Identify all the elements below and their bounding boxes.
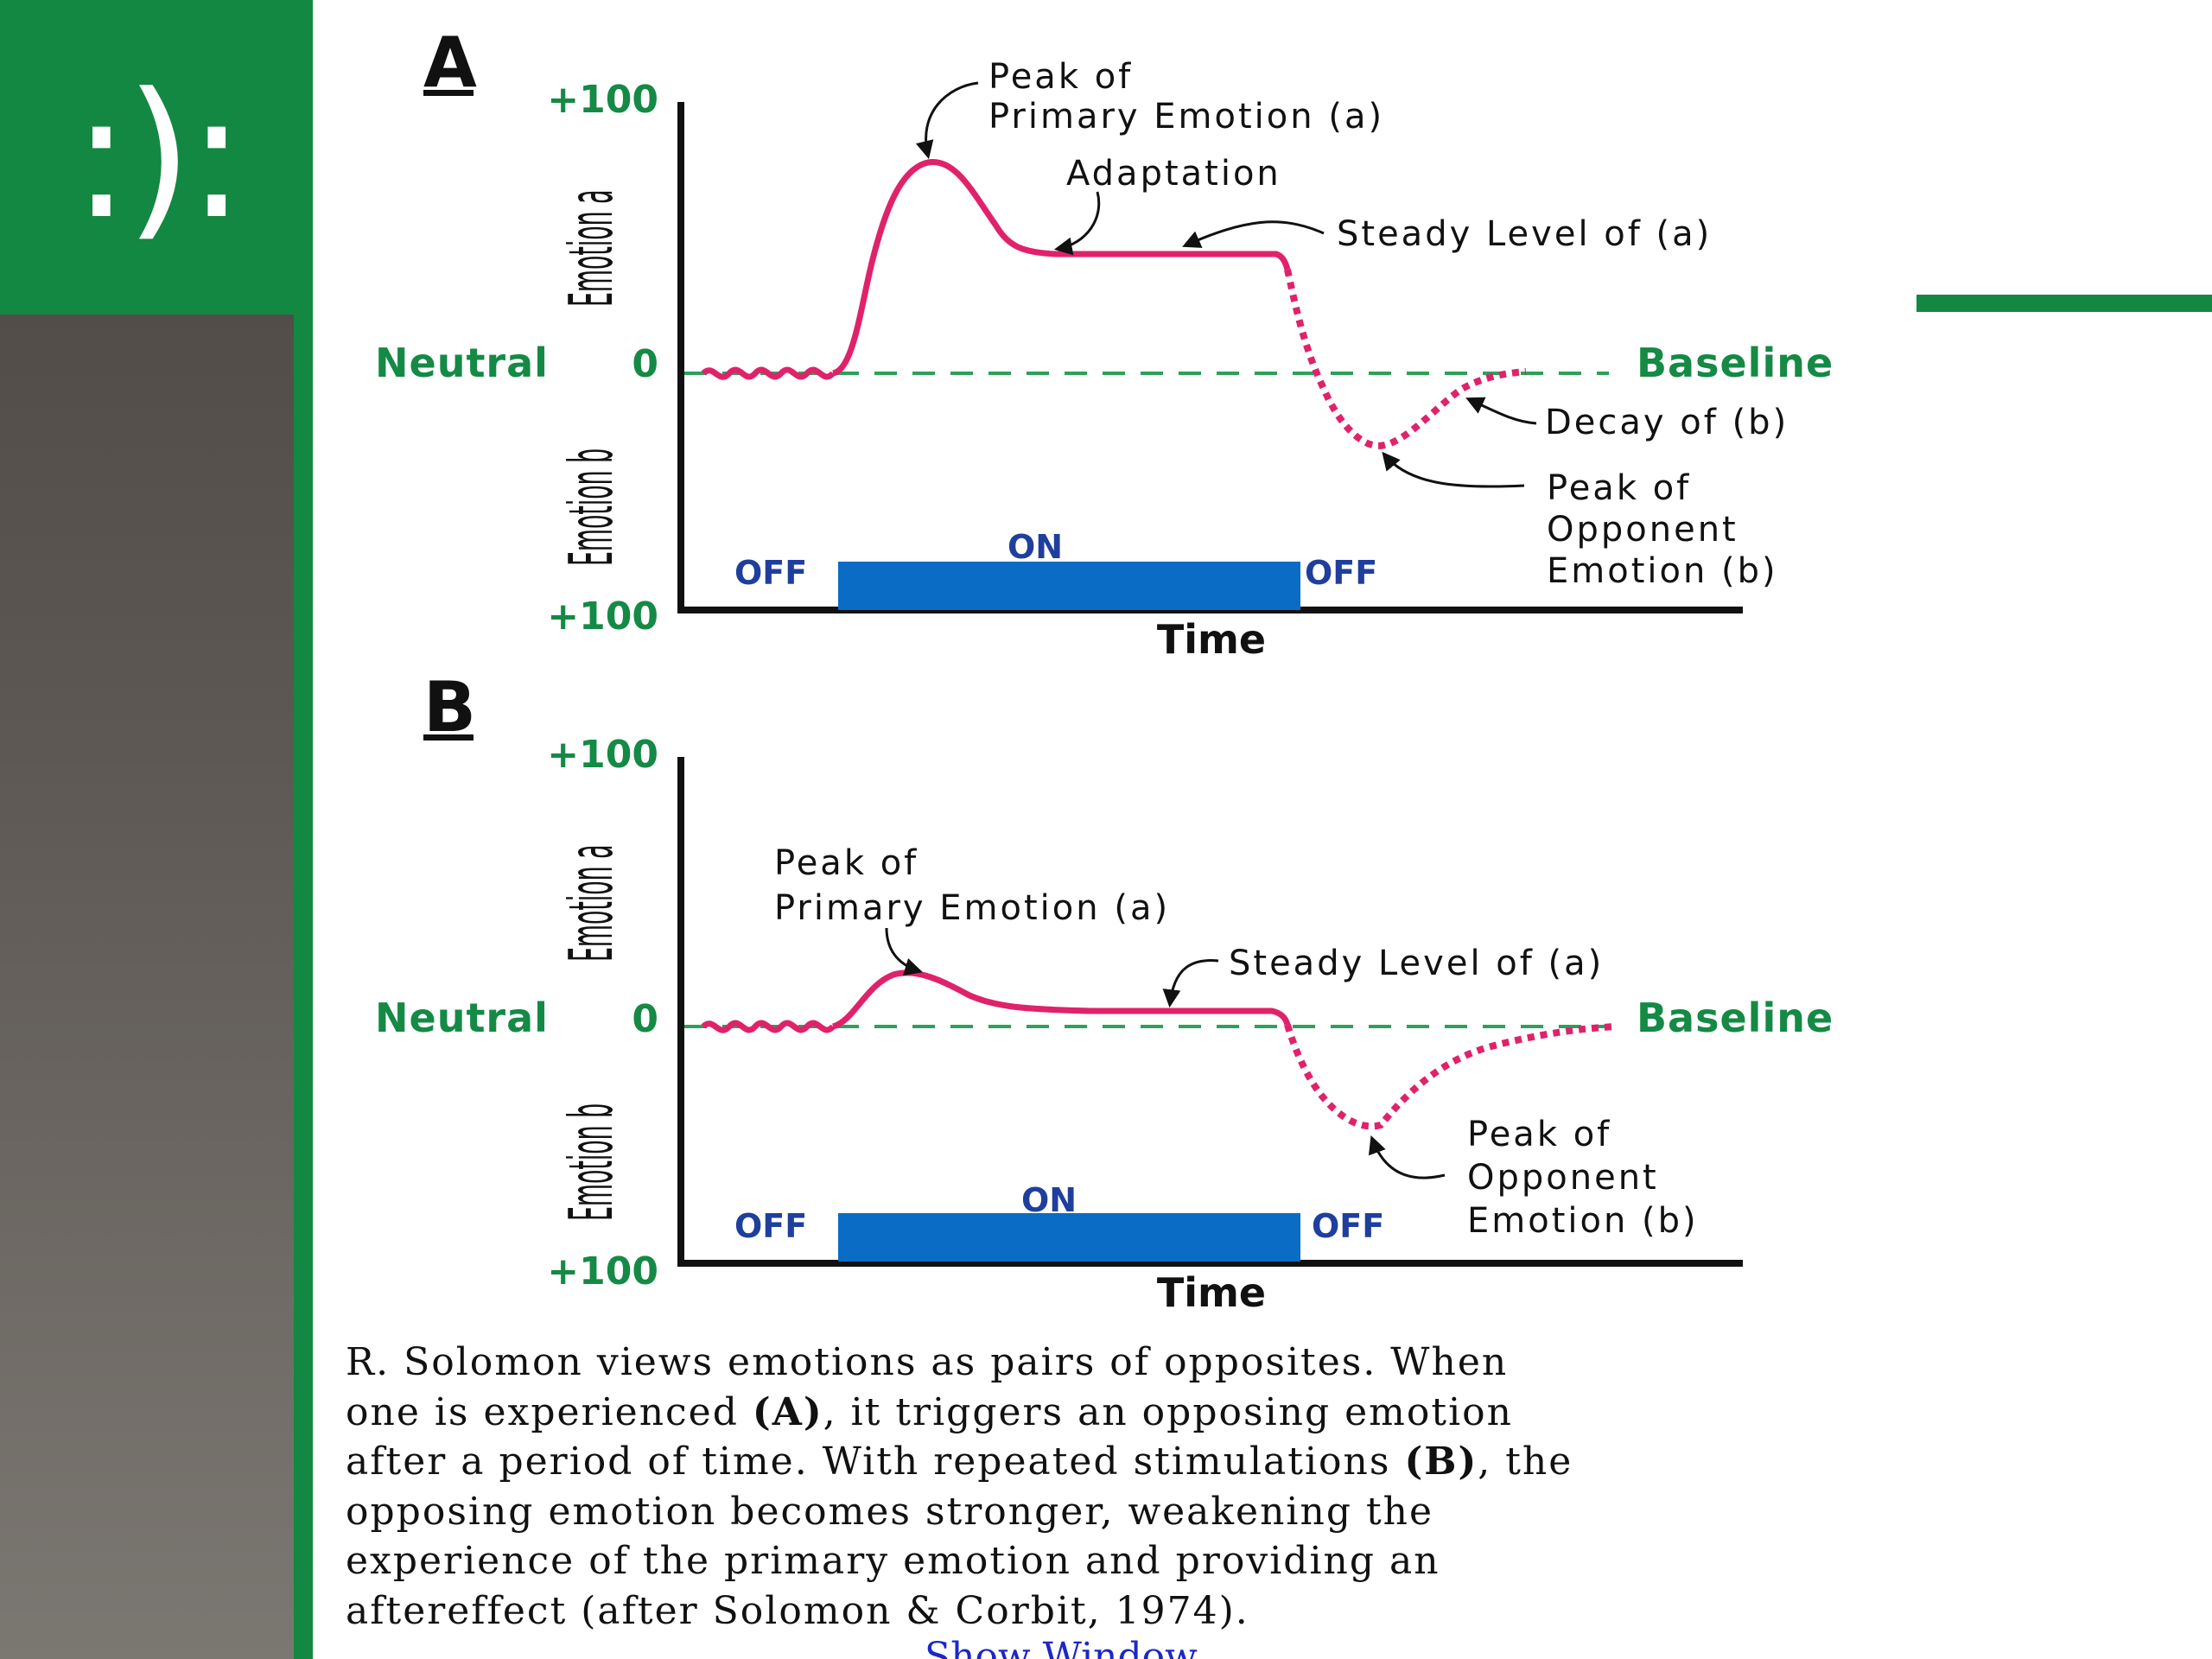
logo-badge: :):	[0, 0, 313, 315]
caption-line: aftereffect (after Solomon & Corbit, 197…	[346, 1586, 1901, 1637]
partial-link-text[interactable]: Show Window	[925, 1638, 1287, 1659]
panel-b-off-left: OFF	[734, 1207, 807, 1245]
panel-a-steady-label: Steady Level of (a)	[1337, 214, 1712, 254]
panel-b-primary-curve	[831, 969, 1291, 1030]
panel-a-baseline-label: Baseline	[1637, 340, 1834, 386]
panel-a-on-label: ON	[1007, 528, 1063, 566]
panel-b-underline	[423, 734, 474, 741]
panel-b-peak-opponent-arrow	[1368, 1135, 1446, 1179]
panel-a-y-top-label: +100	[547, 78, 658, 122]
panel-b-steady-arrow	[1162, 959, 1219, 1008]
caption-text: after a period of time. With repeated st…	[346, 1440, 1405, 1484]
panel-b: B +100 +100 0 Neutral Emotion a Emotion …	[375, 667, 1834, 1316]
caption-text: R. Solomon views emotions as pairs of op…	[346, 1340, 1509, 1384]
caption-line: R. Solomon views emotions as pairs of op…	[346, 1338, 1901, 1388]
panel-a-peak-primary-line1: Peak of	[988, 57, 1133, 97]
panel-a-primary-curve	[831, 158, 1291, 377]
vertical-divider	[294, 0, 313, 1659]
panel-a-peak-opponent-line1: Peak of	[1547, 468, 1691, 508]
figure-caption: R. Solomon views emotions as pairs of op…	[346, 1338, 1901, 1636]
panel-a: A +100 +100 0 Neutral Emotion a Emotion …	[375, 22, 1834, 663]
panel-b-emotion-b-label: Emotion b	[556, 1103, 626, 1221]
panel-b-label: B	[423, 667, 476, 747]
caption-bold-ref: (B)	[1404, 1440, 1478, 1484]
caption-line: opposing emotion becomes stronger, weake…	[346, 1487, 1901, 1537]
panel-b-y-top-label: +100	[547, 733, 658, 777]
panel-b-x-label: Time	[1157, 1269, 1266, 1316]
panel-b-on-label: ON	[1021, 1181, 1077, 1219]
panel-b-steady-label: Steady Level of (a)	[1229, 944, 1604, 983]
panel-a-neutral-label: Neutral	[375, 340, 549, 386]
panel-a-y-bottom-label: +100	[547, 594, 658, 639]
panel-a-on-bar	[838, 562, 1300, 610]
panel-a-peak-opponent-arrow	[1382, 451, 1525, 488]
panel-a-underline	[423, 90, 474, 96]
panel-a-adaptation-label: Adaptation	[1066, 154, 1281, 194]
panel-a-peak-opponent-line3: Emotion (b)	[1547, 551, 1778, 591]
panel-b-off-right: OFF	[1312, 1207, 1384, 1245]
caption-text: opposing emotion becomes stronger, weake…	[346, 1489, 1434, 1534]
panel-b-zero-label: 0	[632, 997, 658, 1041]
panel-a-off-left: OFF	[734, 554, 807, 592]
panel-b-neutral-label: Neutral	[375, 995, 549, 1041]
panel-a-peak-primary-arrow	[915, 81, 979, 160]
panel-a-x-label: Time	[1157, 616, 1266, 663]
caption-line: experience of the primary emotion and pr…	[346, 1536, 1901, 1586]
panel-b-emotion-a-label: Emotion a	[556, 844, 626, 962]
caption-bold-ref: (A)	[752, 1389, 823, 1434]
panel-b-y-bottom-label: +100	[547, 1249, 658, 1294]
caption-text: , it triggers an opposing emotion	[823, 1389, 1513, 1434]
panel-a-peak-primary-line2: Primary Emotion (a)	[988, 97, 1384, 137]
caption-line: after a period of time. With repeated st…	[346, 1437, 1901, 1487]
panel-b-on-bar	[838, 1213, 1300, 1262]
caption-text: , the	[1478, 1440, 1573, 1484]
panel-b-opponent-curve	[1284, 1023, 1617, 1130]
accent-rule	[1916, 295, 2212, 312]
panel-b-peak-opponent-line1: Peak of	[1467, 1115, 1611, 1154]
panel-b-baseline-label: Baseline	[1637, 995, 1834, 1041]
panel-a-decay-arrow	[1465, 397, 1537, 425]
panel-a-emotion-b-label: Emotion b	[556, 448, 626, 566]
panel-a-steady-arrow	[1182, 220, 1325, 248]
caption-text: experience of the primary emotion and pr…	[346, 1539, 1440, 1583]
panel-a-label: A	[423, 22, 477, 103]
panel-a-opponent-curve	[1284, 269, 1527, 450]
panel-a-decay-label: Decay of (b)	[1545, 403, 1789, 442]
panel-b-peak-primary-line1: Peak of	[774, 843, 918, 883]
caption-line: one is experienced (A), it triggers an o…	[346, 1388, 1901, 1438]
panel-a-adaptation-arrow	[1053, 191, 1101, 256]
panel-a-noise-curve	[701, 366, 836, 380]
caption-text: one is experienced	[346, 1389, 753, 1434]
logo-emoticon: :):	[72, 56, 246, 257]
panel-a-emotion-a-label: Emotion a	[556, 189, 626, 307]
panel-b-peak-opponent-line3: Emotion (b)	[1467, 1201, 1699, 1241]
caption-text: aftereffect (after Solomon & Corbit, 197…	[346, 1588, 1249, 1633]
panel-b-peak-opponent-line2: Opponent	[1467, 1158, 1659, 1198]
panel-b-peak-primary-line2: Primary Emotion (a)	[774, 888, 1170, 928]
panel-a-zero-label: 0	[632, 342, 658, 386]
panel-a-off-right: OFF	[1305, 554, 1377, 592]
panel-b-noise-curve	[701, 1020, 836, 1033]
panel-a-peak-opponent-line2: Opponent	[1547, 510, 1738, 550]
panel-b-peak-primary-arrow	[885, 927, 924, 976]
opponent-process-figure: A +100 +100 0 Neutral Emotion a Emotion …	[313, 0, 1916, 1659]
